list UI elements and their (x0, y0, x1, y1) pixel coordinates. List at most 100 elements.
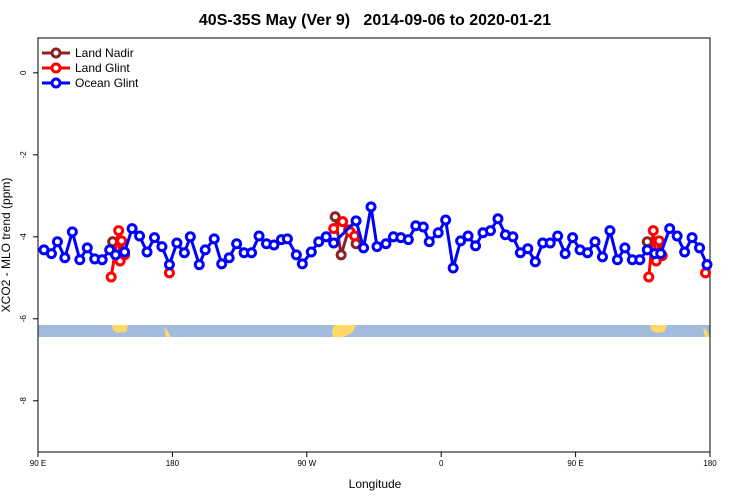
point (296, 258, 308, 270)
point (178, 247, 190, 259)
point (59, 252, 71, 264)
legend-label: Ocean Glint (75, 76, 139, 90)
point (313, 236, 325, 248)
point (492, 213, 504, 225)
point (686, 232, 698, 244)
point (694, 242, 706, 254)
point (246, 247, 258, 259)
point (156, 241, 168, 253)
point (470, 240, 482, 252)
point (417, 221, 429, 233)
point (134, 230, 146, 242)
point (701, 259, 713, 271)
y-tick-label: -4 (19, 233, 28, 241)
point (619, 242, 631, 254)
point (596, 251, 608, 263)
point (604, 225, 616, 237)
point (653, 235, 665, 247)
point (81, 242, 93, 254)
point (193, 259, 205, 271)
point (148, 232, 160, 244)
point (96, 254, 108, 266)
point (223, 252, 235, 264)
map-strip (38, 325, 710, 337)
x-tick-label: 90 E (30, 459, 46, 468)
legend-marker (50, 62, 62, 74)
point (544, 237, 556, 249)
point (380, 238, 392, 250)
point (582, 247, 594, 259)
point (335, 249, 347, 261)
point (199, 244, 211, 256)
point (184, 231, 196, 243)
point (119, 246, 131, 258)
point (402, 234, 414, 246)
point (328, 237, 340, 249)
point (163, 259, 175, 271)
x-tick-label: 180 (166, 459, 180, 468)
point (171, 237, 183, 249)
point (462, 230, 474, 242)
point (371, 241, 383, 253)
y-axis-label: XCO2 - MLO trend (ppm) (0, 178, 13, 313)
x-tick-label: 90 E (567, 459, 583, 468)
point (634, 254, 646, 266)
point (320, 231, 332, 243)
point (358, 242, 370, 254)
point (567, 232, 579, 244)
point (484, 225, 496, 237)
point (349, 230, 361, 242)
point (231, 238, 243, 250)
point (126, 223, 138, 235)
point (337, 216, 349, 228)
point (105, 271, 117, 283)
point (141, 246, 153, 258)
point (611, 254, 623, 266)
point (655, 248, 667, 260)
point (647, 225, 659, 237)
legend-label: Land Nadir (75, 46, 134, 60)
point (305, 246, 317, 258)
point (268, 239, 280, 251)
point (290, 249, 302, 261)
point (216, 258, 228, 270)
point (559, 248, 571, 260)
point (350, 215, 362, 227)
point (440, 214, 452, 226)
point (66, 226, 78, 238)
point (455, 235, 467, 247)
point (552, 230, 564, 242)
legend-marker (50, 77, 62, 89)
point (679, 246, 691, 258)
point (116, 235, 128, 247)
point (328, 223, 340, 235)
legend-label: Land Glint (75, 61, 130, 75)
point (664, 223, 676, 235)
point (423, 236, 435, 248)
point (589, 236, 601, 248)
point (447, 262, 459, 274)
point (110, 249, 122, 261)
y-tick-label: -2 (19, 151, 28, 159)
point (507, 231, 519, 243)
point (329, 211, 341, 223)
chart-title: 40S-35S May (Ver 9) 2014-09-06 to 2020-0… (199, 12, 551, 29)
x-axis-label: Longitude (349, 477, 402, 491)
point (281, 233, 293, 245)
point (365, 201, 377, 213)
point (432, 227, 444, 239)
x-tick-label: 0 (439, 459, 444, 468)
point (208, 233, 220, 245)
x-tick-label: 90 W (297, 459, 316, 468)
y-tick-label: -6 (19, 315, 28, 323)
point (671, 230, 683, 242)
point (51, 236, 63, 248)
point (643, 271, 655, 283)
point (700, 267, 712, 279)
point (522, 243, 534, 255)
point (253, 230, 265, 242)
point (74, 254, 86, 266)
point (113, 225, 125, 237)
point (45, 248, 57, 260)
